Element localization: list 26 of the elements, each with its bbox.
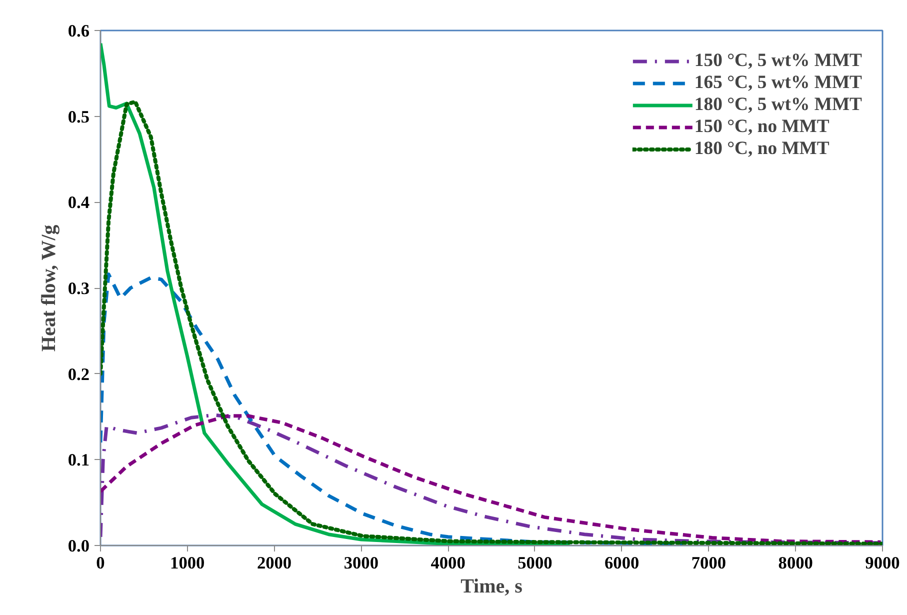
- x-tick-label: 4000: [430, 554, 466, 572]
- y-tick-label: 0.1: [68, 450, 90, 470]
- legend-label: 180 °C, 5 wt% MMT: [694, 94, 862, 116]
- y-tick-label: 0.5: [68, 107, 90, 126]
- x-tick-label: 9000: [865, 554, 900, 572]
- x-axis-title: Time, s: [460, 576, 523, 598]
- line-series: [100, 272, 684, 546]
- x-tick-label: 7000: [691, 554, 726, 572]
- y-tick-label: 0.6: [68, 22, 90, 40]
- y-tick-label: 0.4: [68, 193, 90, 212]
- y-tick-label: 0.2: [68, 364, 90, 384]
- x-tick-label: 2000: [256, 554, 292, 572]
- x-tick-label: 1000: [170, 554, 205, 572]
- x-tick-label: 0: [96, 554, 105, 572]
- x-tick-label: 3000: [344, 554, 378, 572]
- legend-label: 150 °C, 5 wt% MMT: [694, 50, 862, 72]
- legend-label: 180 °C, no MMT: [694, 138, 830, 160]
- legend-label: 150 °C, no MMT: [694, 116, 830, 138]
- y-axis-title: Heat flow, W/g: [38, 224, 60, 352]
- x-tick-label: 5000: [518, 554, 552, 572]
- y-tick-label: 0.3: [68, 279, 90, 298]
- line-series: [100, 42, 572, 546]
- x-tick-label: 8000: [778, 554, 813, 572]
- legend-label: 165 °C, 5 wt% MMT: [694, 72, 862, 94]
- x-tick-label: 6000: [604, 554, 640, 572]
- y-tick-label: 0.0: [68, 536, 90, 556]
